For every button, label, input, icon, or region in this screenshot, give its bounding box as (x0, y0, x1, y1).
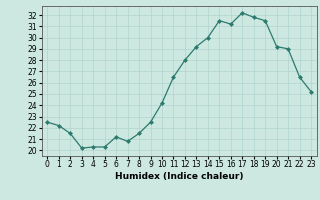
X-axis label: Humidex (Indice chaleur): Humidex (Indice chaleur) (115, 172, 244, 181)
